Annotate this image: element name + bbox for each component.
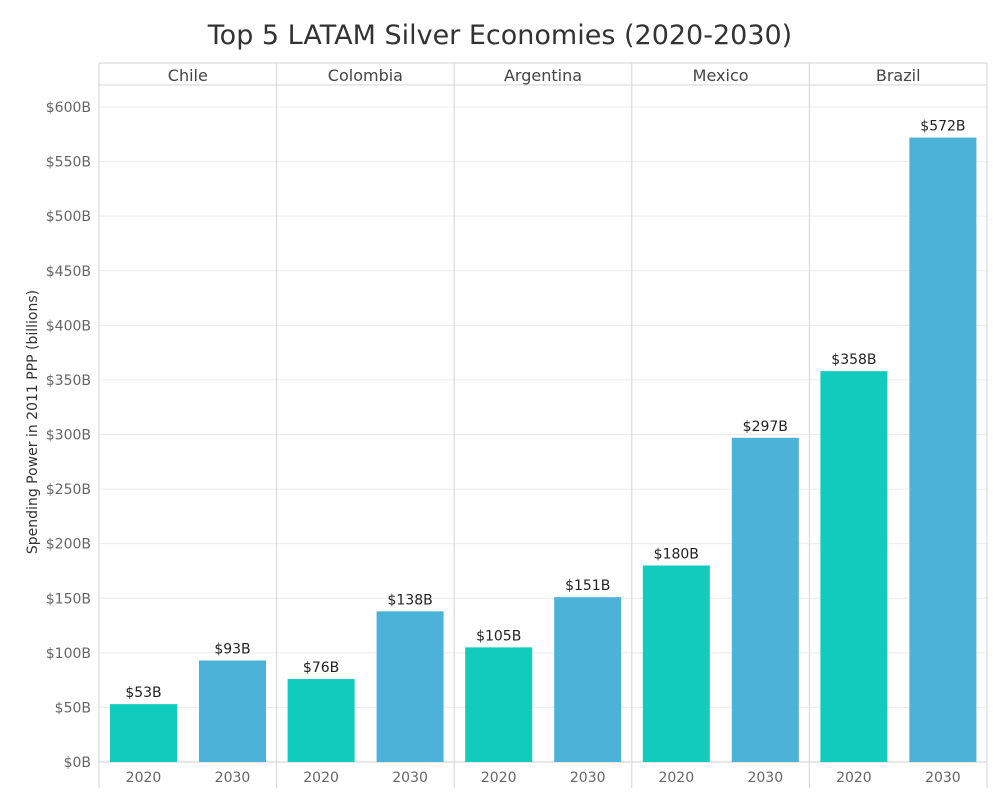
bar-chile-2030 xyxy=(199,660,266,762)
x-category-label: 2030 xyxy=(925,770,961,786)
x-category-label: 2020 xyxy=(658,770,694,786)
x-category-label: 2020 xyxy=(126,770,162,786)
bar-value-label: $76B xyxy=(303,660,339,676)
bar-value-label: $138B xyxy=(387,592,432,608)
y-tick-label: $550B xyxy=(46,155,91,171)
bar-value-label: $297B xyxy=(743,419,788,435)
bar-mexico-2020 xyxy=(642,565,710,762)
bar-value-label: $53B xyxy=(125,685,161,701)
panel-header-mexico: Mexico xyxy=(693,66,749,85)
y-tick-label: $450B xyxy=(46,264,91,280)
panel-header-chile: Chile xyxy=(168,66,208,85)
bar-value-label: $151B xyxy=(565,578,610,594)
y-tick-label: $300B xyxy=(46,428,91,444)
bar-chile-2020 xyxy=(110,704,177,762)
y-tick-label: $250B xyxy=(46,482,91,498)
panel-header-colombia: Colombia xyxy=(328,66,403,85)
bar-argentina-2020 xyxy=(465,647,533,762)
y-tick-label: $600B xyxy=(46,100,91,116)
y-tick-label: $400B xyxy=(46,318,91,334)
bar-brazil-2030 xyxy=(909,137,977,763)
bar-colombia-2020 xyxy=(287,679,355,762)
bar-value-label: $180B xyxy=(654,547,699,563)
y-tick-label: $350B xyxy=(46,373,91,389)
panel-header-argentina: Argentina xyxy=(504,66,582,85)
grid-layer xyxy=(99,106,987,763)
chart-title: Top 5 LATAM Silver Economies (2020-2030) xyxy=(207,20,793,51)
y-tick-label: $50B xyxy=(55,700,91,716)
panel-header-brazil: Brazil xyxy=(876,66,921,85)
y-tick-label: $200B xyxy=(46,537,91,553)
bar-brazil-2020 xyxy=(820,371,888,762)
bar-colombia-2030 xyxy=(376,611,444,762)
x-category-label: 2030 xyxy=(747,770,783,786)
bar-value-label: $105B xyxy=(476,628,521,644)
bar-value-label: $572B xyxy=(920,119,965,135)
label-layer: $0B $50B $100B $150B $200B $250B $300B $350B $40… xyxy=(46,66,966,786)
y-tick-label: $150B xyxy=(46,591,91,607)
bar-value-label: $93B xyxy=(214,641,250,657)
x-category-label: 2020 xyxy=(481,770,517,786)
y-tick-label: $500B xyxy=(46,209,91,225)
x-category-label: 2030 xyxy=(215,770,251,786)
y-axis-title: Spending Power in 2011 PPP (billions) xyxy=(25,290,41,554)
bar-layer xyxy=(110,137,977,763)
y-tick-label: $100B xyxy=(46,646,91,662)
bar-mexico-2030 xyxy=(731,437,799,762)
x-category-label: 2020 xyxy=(303,770,339,786)
x-category-label: 2030 xyxy=(570,770,606,786)
x-category-label: 2030 xyxy=(392,770,428,786)
x-category-label: 2020 xyxy=(836,770,872,786)
bar-value-label: $358B xyxy=(831,352,876,368)
bar-argentina-2030 xyxy=(554,597,622,762)
y-tick-label: $0B xyxy=(64,755,91,771)
